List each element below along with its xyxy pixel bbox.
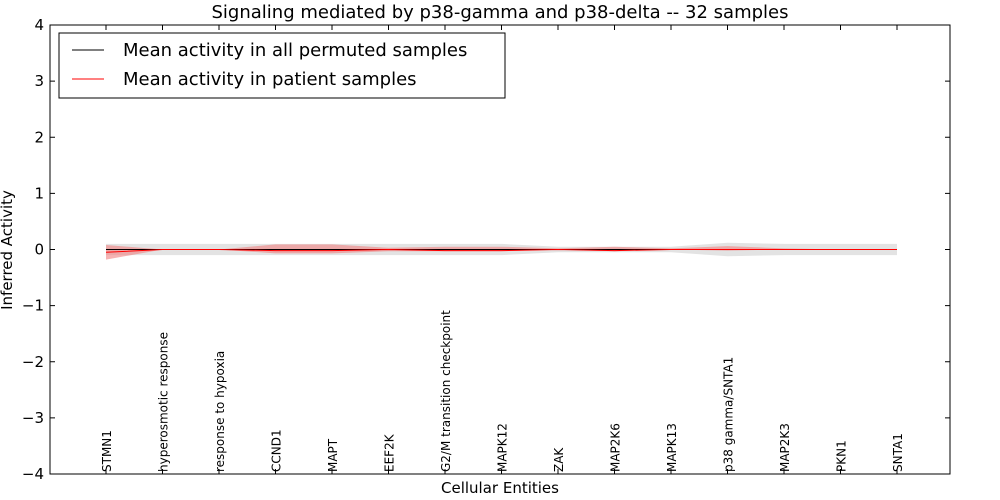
entity-label: hyperosmotic response: [157, 332, 171, 472]
entity-label: MAPT: [326, 438, 340, 472]
entity-label: SNTA1: [891, 433, 905, 472]
legend-box: [58, 32, 506, 99]
entity-labels: STMN1 hyperosmotic response response to hy…: [100, 25, 905, 474]
y-tick-label: 1: [34, 184, 44, 202]
chart-title: Signaling mediated by p38-gamma and p38-…: [212, 2, 789, 23]
confidence-bands: [106, 242, 897, 260]
line-patient: [105, 248, 897, 253]
band-patient: [106, 244, 897, 260]
entity-label: p38 gamma/SNTA1: [722, 357, 736, 472]
y-tick-label: −2: [22, 353, 44, 371]
y-tick-label: 3: [34, 72, 44, 90]
y-tick-label: −4: [22, 465, 44, 483]
entity-label: MAPK12: [496, 423, 510, 472]
entity-label: MAP2K3: [778, 423, 792, 472]
entity-label: MAPK13: [665, 423, 679, 472]
y-tick-label: −3: [22, 409, 44, 427]
y-tick-label: 2: [34, 128, 44, 146]
x-axis-label: Cellular Entities: [441, 479, 559, 497]
legend-label-patient: Mean activity in patient samples: [123, 69, 417, 90]
entity-label: PKN1: [835, 440, 849, 472]
y-tick-label: −1: [22, 297, 44, 315]
entity-label: response to hypoxia: [213, 351, 227, 472]
entity-label: ZAK: [552, 447, 566, 472]
entity-label: CCND1: [270, 429, 284, 472]
entity-label: MAP2K6: [609, 423, 623, 472]
entity-label: EEF2K: [383, 433, 397, 472]
y-tick-label: 4: [34, 16, 44, 34]
legend-label-permuted: Mean activity in all permuted samples: [123, 40, 467, 61]
series-lines: [105, 248, 897, 253]
entity-label: G2/M transition checkpoint: [439, 310, 453, 472]
y-tick-label: 0: [34, 241, 44, 259]
y-axis-ticks: 4 3 2 1 0 −1 −2 −3 −4: [22, 16, 950, 483]
legend: Mean activity in all permuted samples Me…: [58, 32, 506, 99]
y-axis-label: Inferred Activity: [0, 190, 16, 310]
entity-label: STMN1: [100, 430, 114, 472]
